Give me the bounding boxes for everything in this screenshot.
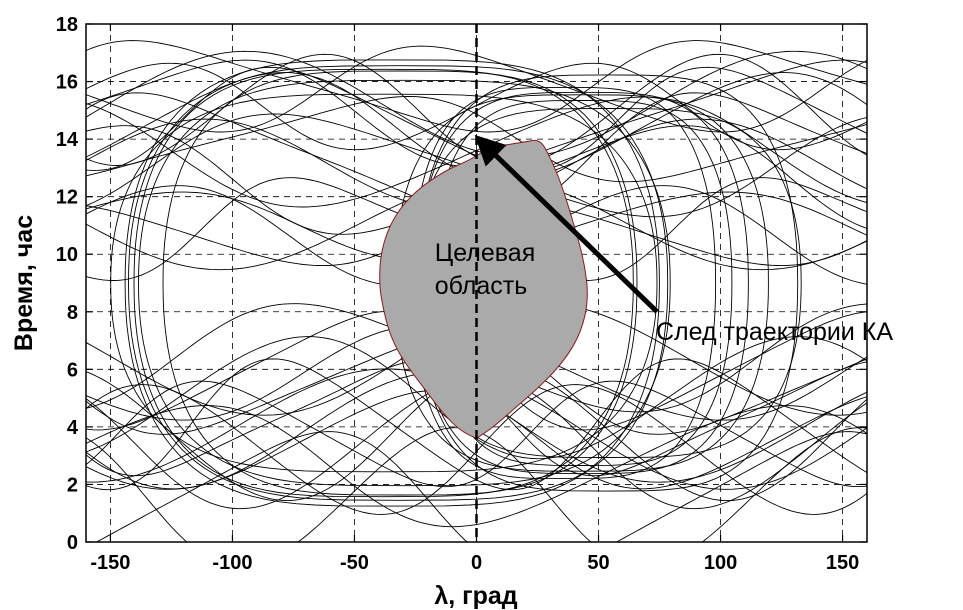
axis-ticks: -150 -100 -50 0 50 100 150 0 2 4 6 8 10 12 14 16 18 [56,14,867,574]
x-tick-label: -50 [340,552,369,574]
y-tick-label: 16 [56,72,78,94]
x-tick-label: -100 [212,552,252,574]
target-label-line2: область [435,272,528,300]
y-tick-label: 14 [56,129,79,151]
trajectory-track [95,431,867,542]
y-tick-label: 0 [67,532,78,554]
y-tick-label: 4 [67,417,79,439]
target-label-line1: Целевая [435,239,536,267]
trajectory-track [124,59,660,507]
x-tick-label: 150 [826,552,859,574]
trajectory-track [138,79,671,487]
y-tick-label: 6 [67,359,78,381]
x-tick-label: 100 [704,552,737,574]
y-tick-label: 2 [67,474,78,496]
annotation-label: След траектории КА [656,318,893,346]
trajectory-track [110,93,658,473]
y-tick-label: 18 [56,14,78,36]
x-tick-label: 0 [471,552,482,574]
y-axis-label: Время, час [10,215,38,351]
trajectory-arrow [474,134,659,314]
trajectory-track [86,40,867,133]
y-tick-label: 8 [67,302,78,324]
y-tick-label: 12 [56,187,78,209]
x-tick-label: -150 [90,552,130,574]
y-tick-label: 10 [56,244,78,266]
x-tick-label: 50 [587,552,609,574]
trajectory-track [162,70,638,496]
x-axis-label: λ, град [434,582,517,610]
